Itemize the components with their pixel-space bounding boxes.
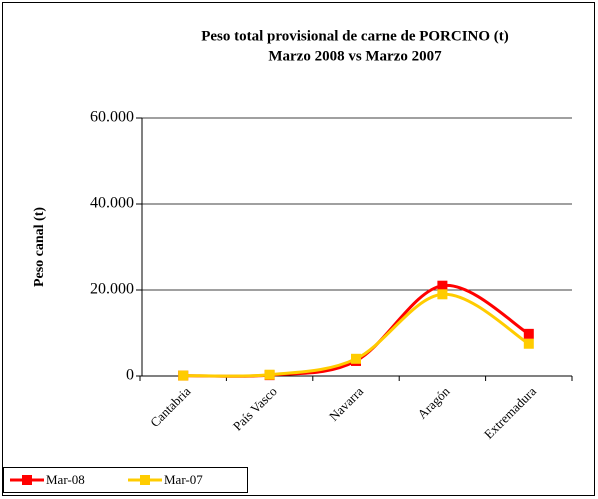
data-point: [523, 328, 534, 339]
data-point: [437, 289, 448, 300]
y-tick-label: 20.000: [90, 281, 134, 298]
y-tick-label: 0: [126, 367, 134, 384]
y-axis-label: Peso canal (t): [32, 207, 47, 287]
y-tick-label: 60.000: [90, 109, 134, 126]
legend-label: Mar-07: [164, 472, 203, 487]
legend-marker: [140, 475, 150, 485]
legend-marker: [22, 475, 32, 485]
chart-title: Peso total provisional de carne de PORCI…: [201, 28, 509, 44]
y-tick-label: 40.000: [90, 195, 134, 212]
data-point: [523, 338, 534, 349]
data-point: [178, 370, 189, 381]
chart-subtitle: Marzo 2008 vs Marzo 2007: [268, 48, 442, 64]
legend-box: [3, 467, 248, 493]
legend-label: Mar-08: [46, 472, 85, 487]
data-point: [437, 280, 448, 291]
data-point: [264, 369, 275, 380]
data-point: [351, 353, 361, 364]
